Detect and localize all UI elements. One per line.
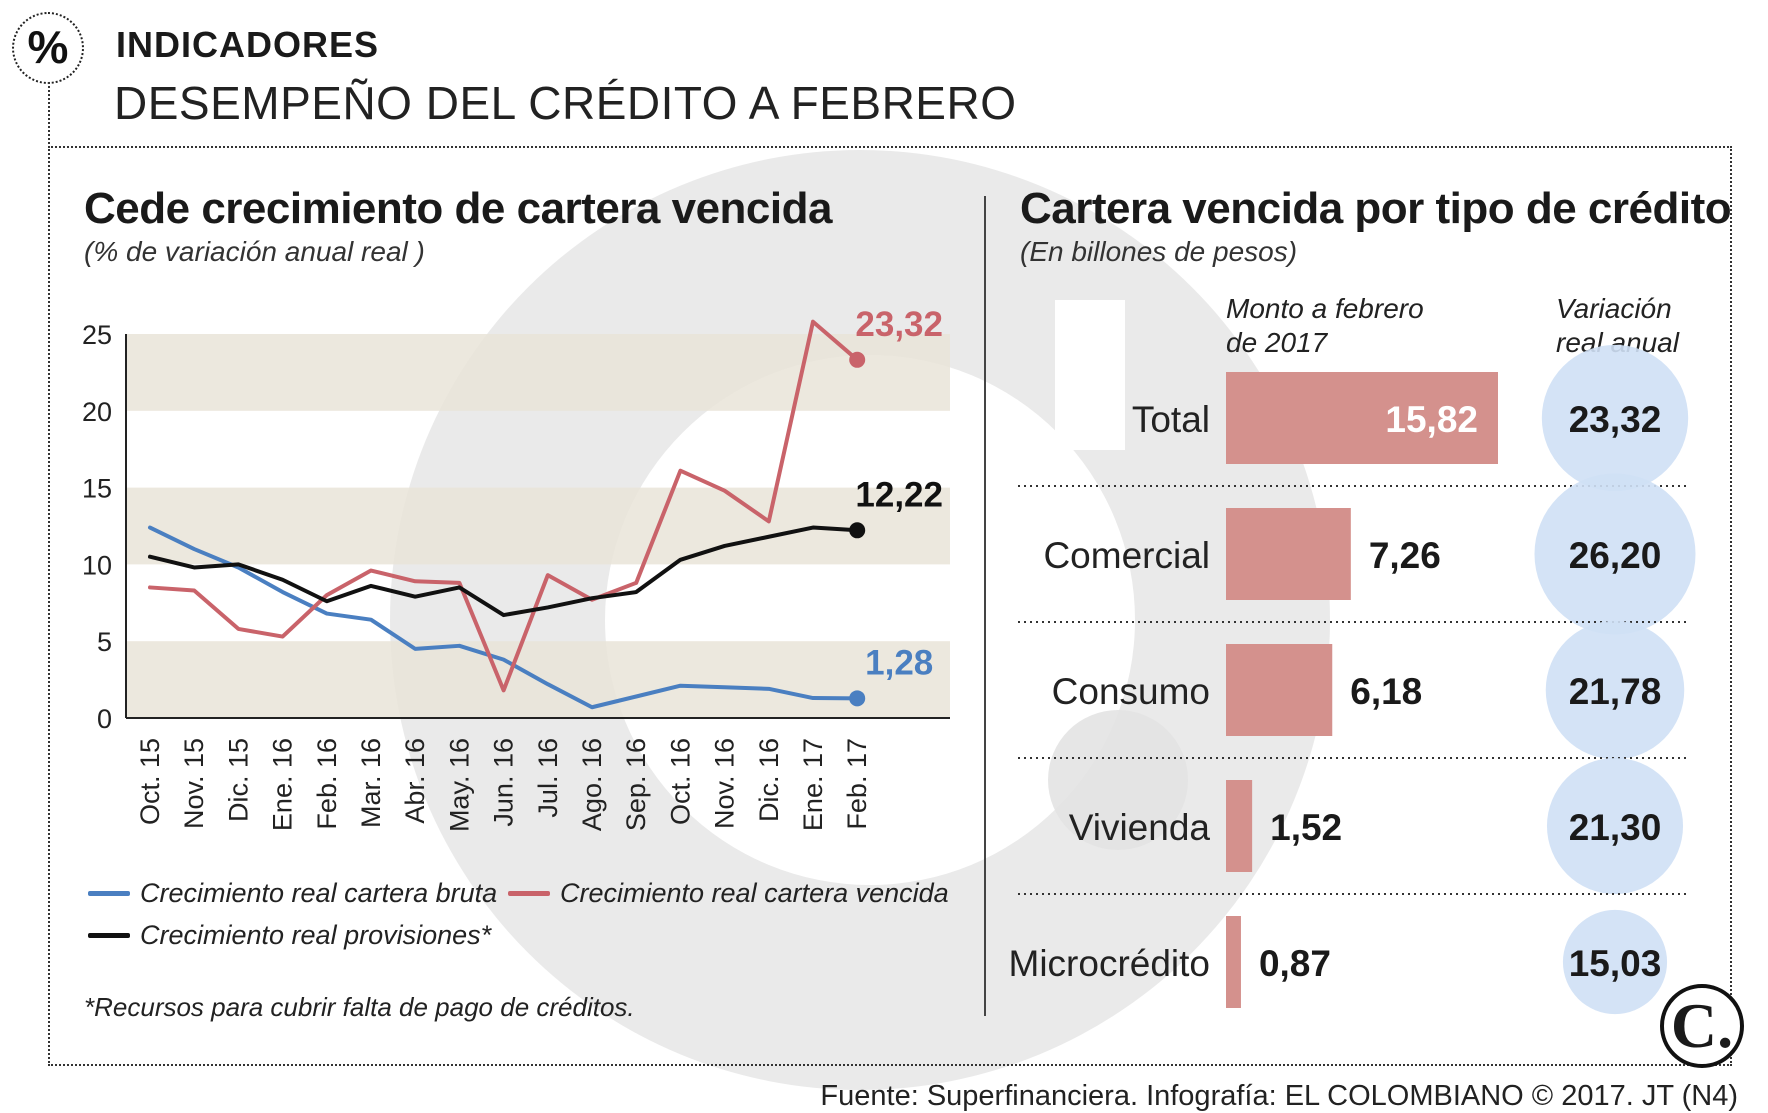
bar-category-label-0: Total bbox=[1132, 399, 1210, 440]
bar-value-label-3: 1,52 bbox=[1270, 807, 1342, 848]
bar-3 bbox=[1226, 780, 1252, 872]
bar-value-label-1: 7,26 bbox=[1369, 535, 1441, 576]
bar-4 bbox=[1226, 916, 1241, 1008]
bar-category-label-4: Microcrédito bbox=[1009, 943, 1211, 984]
bar-value-label-4: 0,87 bbox=[1259, 943, 1331, 984]
brand-logo: C. bbox=[1660, 984, 1744, 1068]
variation-label-0: 23,32 bbox=[1569, 399, 1662, 440]
bar-value-label-0: 15,82 bbox=[1385, 399, 1478, 440]
bar-category-label-3: Vivienda bbox=[1069, 807, 1211, 848]
variation-label-3: 21,30 bbox=[1569, 807, 1662, 848]
bar-1 bbox=[1226, 508, 1351, 600]
variation-label-4: 15,03 bbox=[1569, 943, 1662, 984]
bar-2 bbox=[1226, 644, 1332, 736]
source-credit: Fuente: Superfinanciera. Infografía: EL … bbox=[820, 1080, 1738, 1113]
bar-category-label-1: Comercial bbox=[1043, 535, 1210, 576]
bar-category-label-2: Consumo bbox=[1052, 671, 1210, 712]
bar-value-label-2: 6,18 bbox=[1350, 671, 1422, 712]
variation-label-1: 26,20 bbox=[1569, 535, 1662, 576]
variation-label-2: 21,78 bbox=[1569, 671, 1662, 712]
